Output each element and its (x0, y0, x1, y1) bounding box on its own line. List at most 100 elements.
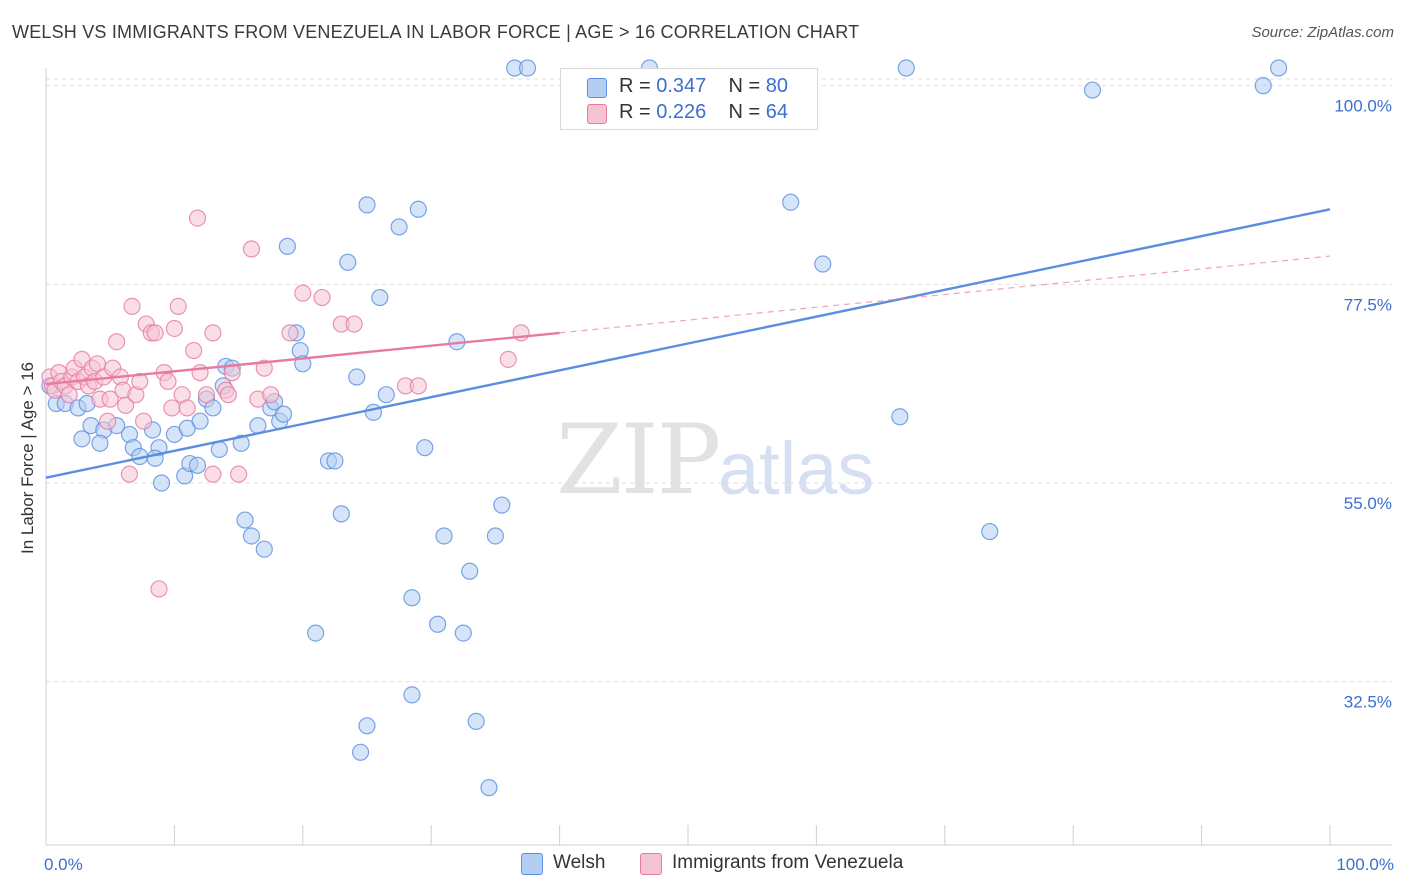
venezuela-point (188, 209, 207, 227)
welsh-point (358, 196, 376, 214)
welsh-point (255, 540, 273, 558)
stats-swatch-venezuela (587, 104, 607, 124)
welsh-point (188, 456, 207, 474)
welsh-point (897, 59, 915, 77)
welsh-point (348, 368, 366, 386)
welsh-point (377, 386, 395, 404)
venezuela-point (197, 386, 216, 404)
welsh-point (1254, 77, 1272, 95)
watermark-atlas: atlas (718, 427, 875, 510)
welsh-point (390, 218, 408, 236)
venezuela-point (123, 297, 141, 315)
venezuela-point (108, 333, 126, 351)
venezuela-point (185, 341, 203, 360)
y-axis-title: In Labor Force | Age > 16 (18, 361, 37, 555)
welsh-point (332, 505, 350, 523)
welsh-point (371, 288, 389, 307)
legend-label-venezuela: Immigrants from Venezuela (672, 852, 904, 873)
welsh-point (91, 434, 109, 452)
welsh-trend-line (45, 208, 1331, 479)
x-tick-label: 0.0% (44, 855, 83, 874)
stats-swatch-welsh (587, 78, 607, 98)
welsh-point (242, 527, 261, 545)
y-tick-label: 77.5% (1344, 295, 1392, 314)
venezuela-point (169, 297, 187, 315)
y-tick-label: 55.0% (1344, 494, 1392, 513)
venezuela-point (178, 399, 196, 417)
chart-title: WELSH VS IMMIGRANTS FROM VENEZUELA IN LA… (12, 22, 860, 42)
venezuela-point (60, 386, 78, 404)
welsh-point (480, 779, 498, 797)
y-tick-label: 32.5% (1344, 693, 1392, 712)
venezuela-point (409, 377, 427, 395)
welsh-point (891, 408, 909, 426)
source-credit: Source: ZipAtlas.com (1251, 24, 1394, 41)
venezuela-point (255, 359, 273, 377)
welsh-point (461, 562, 479, 580)
stats-r-label: R = (619, 101, 657, 123)
venezuela-point (99, 412, 117, 430)
venezuela-point (146, 324, 164, 342)
welsh-point (152, 474, 171, 492)
venezuela-point (294, 284, 312, 302)
welsh-point (274, 405, 293, 423)
watermark-zip: ZIP (556, 404, 721, 516)
stats-n-value: 64 (765, 101, 789, 123)
welsh-point (782, 193, 800, 211)
stats-legend: R = 0.347 N = 80 R = 0.226 N = 64 (560, 68, 818, 130)
venezuela-trend-line (45, 331, 560, 386)
welsh-point (454, 624, 472, 642)
welsh-point (403, 686, 421, 704)
stats-r-value: 0.226 (656, 101, 707, 123)
venezuela-point (204, 465, 222, 483)
welsh-point (73, 430, 91, 448)
welsh-point (278, 237, 296, 255)
venezuela-point (219, 386, 237, 404)
welsh-point (351, 743, 370, 761)
welsh-point (339, 253, 357, 271)
venezuela-point (134, 412, 153, 430)
welsh-point (467, 712, 485, 730)
venezuela-trend-extension (559, 255, 1331, 334)
welsh-point (435, 527, 453, 545)
welsh-point (409, 200, 427, 218)
venezuela-point (101, 390, 119, 408)
venezuela-point (230, 465, 248, 483)
venezuela-point (281, 324, 299, 342)
welsh-point (236, 511, 254, 529)
welsh-point (518, 59, 537, 77)
welsh-point (493, 496, 511, 514)
stats-n-label: N = (728, 101, 766, 123)
venezuela-point (165, 319, 183, 338)
venezuela-point (163, 399, 181, 417)
y-tick-label: 100.0% (1334, 97, 1392, 116)
venezuela-point (345, 315, 363, 333)
venezuela-point (150, 580, 168, 598)
venezuela-point (117, 396, 135, 414)
welsh-point (429, 615, 447, 633)
venezuela-point (313, 288, 331, 307)
welsh-point (232, 434, 250, 452)
venezuela-point (131, 372, 149, 391)
welsh-point (191, 412, 209, 430)
welsh-point (307, 624, 325, 642)
welsh-point (403, 589, 421, 607)
legend-swatch-welsh (521, 853, 543, 875)
welsh-point (1083, 81, 1102, 99)
venezuela-point (242, 240, 261, 258)
legend-swatch-venezuela (640, 853, 662, 875)
legend-label-welsh: Welsh (553, 852, 606, 873)
welsh-point (326, 452, 344, 470)
venezuela-point (120, 465, 139, 483)
welsh-point (358, 717, 376, 735)
welsh-point (364, 403, 383, 421)
x-tick-label: 100.0% (1336, 855, 1394, 874)
stats-r-value: 0.347 (656, 75, 707, 97)
welsh-point (1270, 59, 1288, 77)
stats-n-label: N = (728, 75, 766, 97)
venezuela-point (204, 324, 222, 342)
stats-n-value: 80 (765, 75, 789, 97)
venezuela-point (262, 386, 280, 404)
venezuela-point (499, 350, 517, 368)
